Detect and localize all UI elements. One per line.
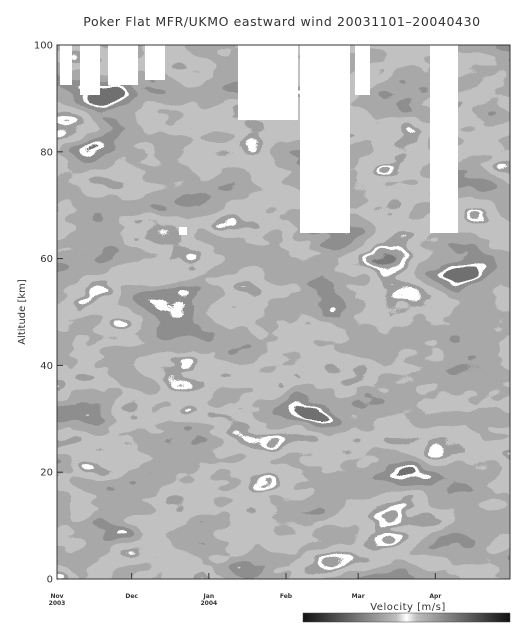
x-tick-label: Jan	[203, 593, 215, 600]
x-tick-label: Mar	[352, 593, 365, 600]
missing-block	[300, 45, 350, 233]
missing-block	[60, 45, 72, 85]
y-tick-label: 20	[40, 468, 53, 479]
y-axis: 0 20 40 60 80 100	[34, 41, 63, 586]
x-tick-label: Nov	[50, 593, 63, 600]
y-tick-label: 0	[47, 575, 53, 586]
y-axis-label: Altitude [km]	[17, 279, 28, 345]
y-tick-label: 80	[40, 147, 53, 158]
x-tick-label: Apr	[429, 593, 441, 600]
colorbar-strip	[302, 612, 511, 623]
chart-title: Poker Flat MFR/UKMO eastward wind 200311…	[83, 14, 480, 29]
plot-frame	[56, 44, 511, 580]
missing-block	[355, 45, 370, 95]
x-tick-label: Dec	[125, 593, 138, 600]
y-tick-label: 60	[40, 254, 53, 265]
missing-block	[108, 45, 138, 85]
colorbar: Velocity [m/s]	[302, 602, 511, 623]
plot-area	[56, 44, 511, 580]
colorbar-label: Velocity [m/s]	[370, 602, 446, 613]
missing-block	[179, 227, 187, 235]
y-tick-label: 100	[34, 41, 53, 52]
missing-block	[430, 45, 458, 233]
x-tick-label: Feb	[280, 593, 293, 600]
x-tick-year: 2004	[200, 600, 217, 607]
missing-block	[80, 45, 100, 95]
missing-data-blocks	[60, 45, 458, 235]
missing-block	[145, 45, 165, 80]
missing-block	[238, 45, 298, 120]
y-tick-label: 40	[40, 361, 53, 372]
x-tick-year: 2003	[49, 600, 66, 607]
